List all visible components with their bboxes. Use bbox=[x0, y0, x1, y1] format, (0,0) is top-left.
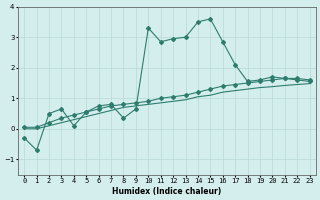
X-axis label: Humidex (Indice chaleur): Humidex (Indice chaleur) bbox=[112, 187, 221, 196]
